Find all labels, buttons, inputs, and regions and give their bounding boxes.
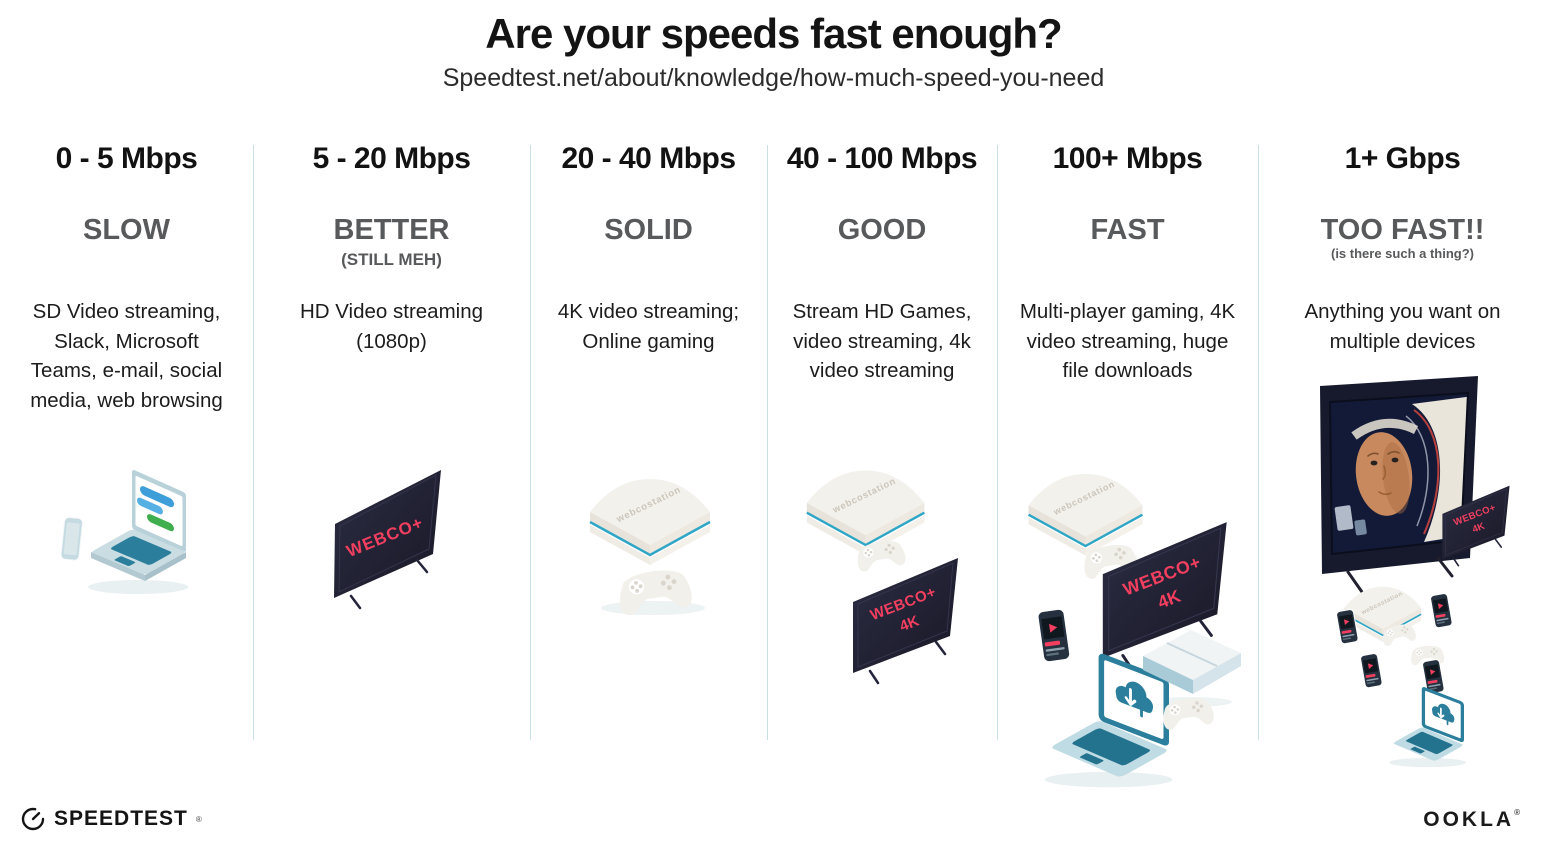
speed-range: 5 - 20 Mbps [312,142,471,175]
ookla-wordmark: OOKLA [1423,808,1515,831]
smartphone-video [1429,592,1454,629]
speed-range: 0 - 5 Mbps [55,142,198,175]
console-tv-illustration [805,469,960,685]
page-subtitle-url: Speedtest.net/about/knowledge/how-much-s… [442,64,1105,92]
rating-label: SOLID [604,214,693,246]
speed-range: 40 - 100 Mbps [786,142,978,175]
rating-label: TOO FAST!! [1320,214,1485,246]
multi-device-illustration [1027,472,1241,789]
column-100-plus-mbps: 100+ Mbps FAST Multi-player gaming, 4K v… [997,140,1258,840]
rating-note: (is there such a thing?) [1330,246,1474,261]
smartphone [60,516,83,561]
laptop-chat-illustration [60,470,188,594]
column-divider [997,145,998,740]
column-40-100-mbps: 40 - 100 Mbps GOOD Stream HD Games, vide… [767,140,997,840]
column-divider [767,145,768,740]
use-case-description: Anything you want on multiple devices [1304,300,1501,353]
chat-bubbles [137,486,174,532]
rating-label: FAST [1090,214,1165,246]
speedtest-gauge-icon [21,807,45,831]
use-case-description: 4K video streaming; Online gaming [557,300,740,353]
game-console-flat [1143,630,1241,694]
column-divider [253,145,254,740]
speed-columns: 0 - 5 Mbps SLOW SD Video streaming, Slac… [0,140,1547,840]
speedtest-logo: SPEEDTEST ® [20,806,202,832]
use-case-description: Stream HD Games, video streaming, 4k vid… [792,300,972,383]
speedtest-wordmark: SPEEDTEST [54,807,188,830]
console-controller-illustration [588,477,712,617]
tv-4k [851,556,960,685]
speed-range: 1+ Gbps [1344,142,1461,175]
column-divider [1258,145,1259,740]
rating-label: SLOW [83,214,170,246]
speed-range: 20 - 40 Mbps [561,142,736,175]
game-console [805,469,926,557]
smartphone-video [1359,652,1384,689]
home-theater-illustration [1320,376,1511,769]
column-divider [530,145,531,740]
page-title: Are your speeds fast enough? [485,10,1062,57]
column-20-40-mbps: 20 - 40 Mbps SOLID 4K video streaming; O… [530,140,767,840]
use-case-description: Multi-player gaming, 4K video streaming,… [1019,300,1236,383]
speedtest-trademark: ® [195,814,202,824]
ookla-trademark: ® [1514,808,1523,817]
tv-illustration: WEBCO+ [334,470,441,610]
rating-note: (STILL MEH) [341,250,442,269]
column-0-5-mbps: 0 - 5 Mbps SLOW SD Video streaming, Slac… [0,140,253,840]
column-5-20-mbps: 5 - 20 Mbps BETTER (STILL MEH) HD Video … [253,140,530,840]
rating-label: GOOD [837,214,927,246]
game-console [1027,472,1144,557]
game-console [588,477,712,567]
laptop-downloads [1388,685,1467,769]
header: Are your speeds fast enough? Speedtest.n… [0,10,1547,93]
column-1-plus-gbps: 1+ Gbps TOO FAST!! (is there such a thin… [1258,140,1547,840]
smartphone-video [1036,607,1072,664]
use-case-description: SD Video streaming, Slack, Microsoft Tea… [30,300,223,412]
use-case-description: HD Video streaming (1080p) [299,300,484,353]
laptop [91,470,186,581]
rating-label: BETTER [333,214,450,246]
ookla-logo: OOKLA® [1423,808,1523,832]
speed-range: 100+ Mbps [1052,142,1203,175]
